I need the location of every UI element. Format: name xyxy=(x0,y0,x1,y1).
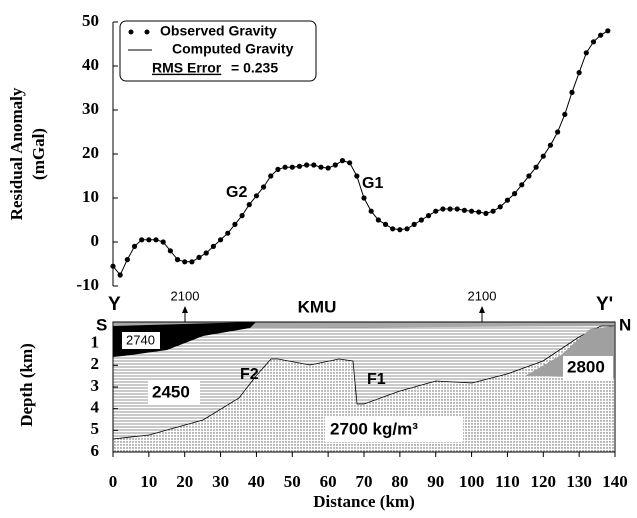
fault-label: F2 xyxy=(240,366,259,383)
legend-label: Computed Gravity xyxy=(172,41,294,57)
density-label: 2700 kg/m³ xyxy=(330,419,418,438)
station-arrow xyxy=(479,306,485,313)
x-tick-label: 110 xyxy=(495,472,520,491)
legend-marker xyxy=(144,29,150,35)
y-tick-label: 30 xyxy=(82,99,99,118)
y-tick-label: 6 xyxy=(91,441,100,460)
direction: N xyxy=(619,315,631,334)
y-axis-label: Depth (km) xyxy=(17,343,36,427)
label-bg xyxy=(122,332,160,349)
direction: S xyxy=(96,315,107,334)
x-tick-label: 60 xyxy=(320,472,337,491)
y-tick-label: -10 xyxy=(76,275,99,294)
x-tick-label: 90 xyxy=(427,472,444,491)
x-tick-label: 40 xyxy=(248,472,265,491)
annotation: G1 xyxy=(362,175,383,192)
y-tick-label: 1 xyxy=(91,333,100,352)
label-bg xyxy=(563,356,613,380)
station-arrow xyxy=(182,306,188,313)
y-tick-label: 10 xyxy=(82,187,99,206)
x-axis-label: Distance (km) xyxy=(313,492,415,511)
density-label: 2450 xyxy=(152,382,190,401)
profile-end: Y' xyxy=(596,294,613,315)
x-tick-label: 140 xyxy=(602,472,628,491)
profile-end: Y xyxy=(108,294,121,315)
label-bg xyxy=(325,416,463,442)
cross-section xyxy=(112,306,616,453)
x-tick-label: 0 xyxy=(109,472,118,491)
legend-label: Observed Gravity xyxy=(160,23,277,39)
y-tick-label: 50 xyxy=(82,11,99,30)
x-tick-label: 70 xyxy=(356,472,373,491)
rms-value: = 0.235 xyxy=(231,60,278,76)
y-tick-label: 0 xyxy=(91,231,100,250)
station-label: 2100 xyxy=(468,288,497,303)
y-tick-label: 4 xyxy=(91,398,100,417)
x-tick-label: 130 xyxy=(566,472,592,491)
density-label: 2800 xyxy=(567,357,605,376)
legend-marker xyxy=(128,29,134,35)
y-axis-label: (mGal) xyxy=(29,128,48,180)
y-tick-label: 20 xyxy=(82,143,99,162)
computed-line xyxy=(112,30,609,276)
station-label: 2100 xyxy=(171,288,200,303)
x-tick-label: 10 xyxy=(140,472,157,491)
y-tick-label: 2 xyxy=(91,354,100,373)
legend-box xyxy=(119,20,317,82)
y-tick-label: 40 xyxy=(82,55,99,74)
x-tick-label: 30 xyxy=(212,472,229,491)
x-tick-label: 120 xyxy=(531,472,557,491)
kmu-label: KMU xyxy=(298,297,337,316)
y-tick-label: 3 xyxy=(91,376,100,395)
y-tick-label: 5 xyxy=(91,419,100,438)
annotation: G2 xyxy=(226,184,247,201)
x-tick-label: 80 xyxy=(391,472,408,491)
y-axis-label: Residual Anomaly xyxy=(7,87,26,220)
x-tick-label: 100 xyxy=(459,472,485,491)
rms-label: RMS Error xyxy=(152,60,222,76)
density-label: 2740 xyxy=(126,332,155,347)
x-tick-label: 20 xyxy=(176,472,193,491)
x-tick-label: 50 xyxy=(284,472,301,491)
observed-point xyxy=(605,28,611,34)
basement-2700 xyxy=(112,325,616,453)
label-bg xyxy=(148,380,200,404)
fault-label: F1 xyxy=(367,371,386,388)
